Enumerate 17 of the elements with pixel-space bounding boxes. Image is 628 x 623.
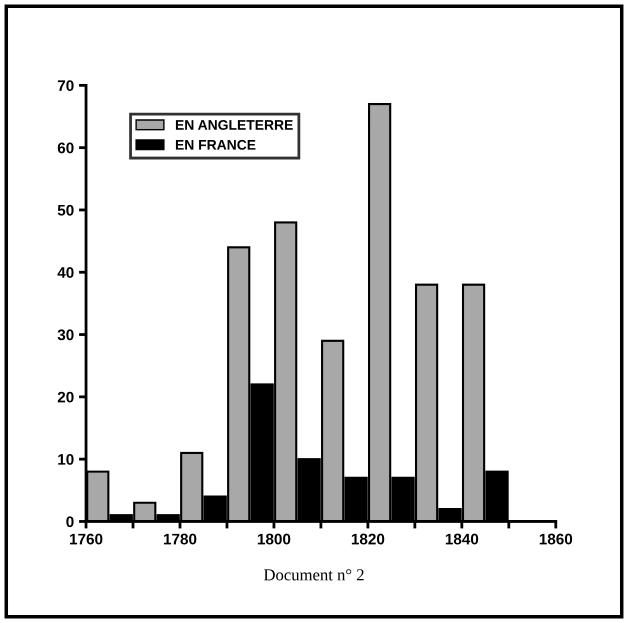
x-tick-label: 1780 <box>164 534 196 544</box>
y-tick-label: 40 <box>57 267 74 278</box>
y-tick-label: 20 <box>58 392 74 403</box>
y-tick-label: 50 <box>58 204 74 216</box>
x-tick-label: 1860 <box>540 534 572 544</box>
text: Document n° 2 <box>264 569 364 580</box>
x-tick-label: 1760 <box>70 534 102 544</box>
y-tick-label: 30 <box>58 329 74 340</box>
y-tick-label: 60 <box>58 142 74 154</box>
x-tick-label: 1820 <box>352 534 384 544</box>
x-tick-label: 1800 <box>258 534 290 544</box>
y-tick-label: 10 <box>58 454 74 465</box>
legend-label: EN FRANCE <box>176 140 256 150</box>
y-tick-label: 70 <box>58 80 74 92</box>
x-tick-label: 1840 <box>446 534 478 544</box>
y-tick-label: 0 <box>66 516 74 528</box>
legend-label: EN ANGLETERRE <box>176 120 293 130</box>
